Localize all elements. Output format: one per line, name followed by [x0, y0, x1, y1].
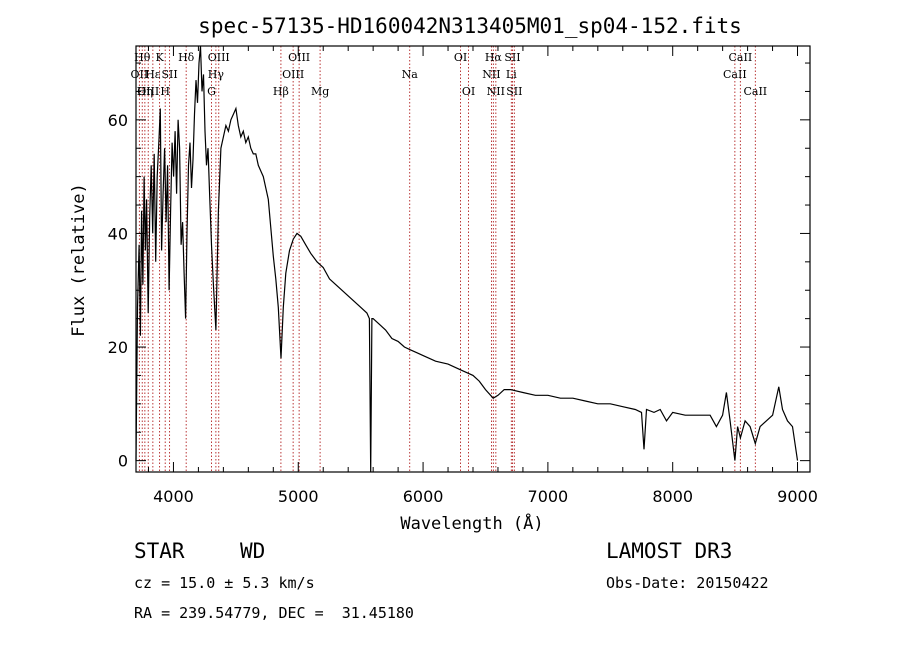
line-label-20: Hα: [485, 51, 503, 64]
line-label-24: SII: [506, 85, 522, 98]
line-label-3: OIII: [137, 85, 159, 98]
line-label-12: Hβ: [273, 85, 289, 98]
line-label-27: CaII: [743, 85, 767, 98]
line-label-13: OIII: [282, 68, 304, 81]
line-label-1: Hθ: [134, 51, 151, 64]
line-label-17: OI: [454, 51, 467, 64]
chart-title: spec-57135-HD160042N313405M01_sp04-152.f…: [198, 14, 742, 38]
line-label-14: OIII: [288, 51, 310, 64]
line-label-8: Hδ: [178, 51, 195, 64]
line-label-18: OI: [462, 85, 475, 98]
line-label-0: OII: [131, 68, 149, 81]
observation-date: Obs-Date: 20150422: [606, 574, 769, 592]
sky-coordinates: RA = 239.54779, DEC = 31.45180: [134, 604, 414, 622]
object-class: STAR: [134, 539, 185, 563]
line-label-6: H: [160, 85, 170, 98]
y-tick-label-60: 60: [108, 111, 128, 130]
spectral-line-labels: OIIHθHηOIIIHεKHSIIHδGHγOIIIHβOIIIOIIIMgN…: [131, 51, 768, 98]
survey-name: LAMOST DR3: [606, 539, 733, 563]
y-axis-ticks: 0 20 40 60: [108, 62, 810, 471]
x-axis-ticks: 4000 5000 6000 7000 8000 9000: [147, 46, 818, 506]
line-label-5: K: [155, 51, 164, 64]
x-axis-label: Wavelength (Å): [400, 512, 543, 534]
line-label-4: Hε: [145, 68, 161, 81]
spectrum-line: [135, 45, 799, 473]
line-label-25: CaII: [723, 68, 747, 81]
line-label-2: Hη: [137, 85, 153, 98]
x-tick-label-7000: 7000: [528, 487, 569, 506]
line-label-9: G: [207, 85, 216, 98]
x-tick-label-9000: 9000: [777, 487, 818, 506]
plot-frame: [135, 45, 811, 473]
line-label-10: Hγ: [208, 68, 225, 81]
line-label-23: SII: [504, 51, 520, 64]
x-tick-label-5000: 5000: [278, 487, 319, 506]
y-tick-label-40: 40: [108, 224, 128, 243]
redshift-cz: cz = 15.0 ± 5.3 km/s: [134, 574, 315, 592]
x-tick-label-4000: 4000: [153, 487, 194, 506]
y-axis-label: Flux (relative): [69, 183, 89, 337]
line-label-26: CaII: [729, 51, 753, 64]
line-label-11: OIII: [208, 51, 230, 64]
object-subclass: WD: [240, 539, 266, 563]
line-label-15: Mg: [311, 85, 329, 98]
line-label-22: Li: [506, 68, 517, 81]
y-tick-label-20: 20: [108, 338, 128, 357]
line-label-7: SII: [161, 68, 177, 81]
y-tick-label-0: 0: [118, 452, 128, 471]
x-tick-label-8000: 8000: [652, 487, 693, 506]
line-label-21: NII: [487, 85, 505, 98]
line-label-16: Na: [402, 68, 419, 81]
line-label-19: NII: [482, 68, 500, 81]
spectral-line-markers: [138, 46, 756, 472]
x-tick-label-6000: 6000: [403, 487, 444, 506]
